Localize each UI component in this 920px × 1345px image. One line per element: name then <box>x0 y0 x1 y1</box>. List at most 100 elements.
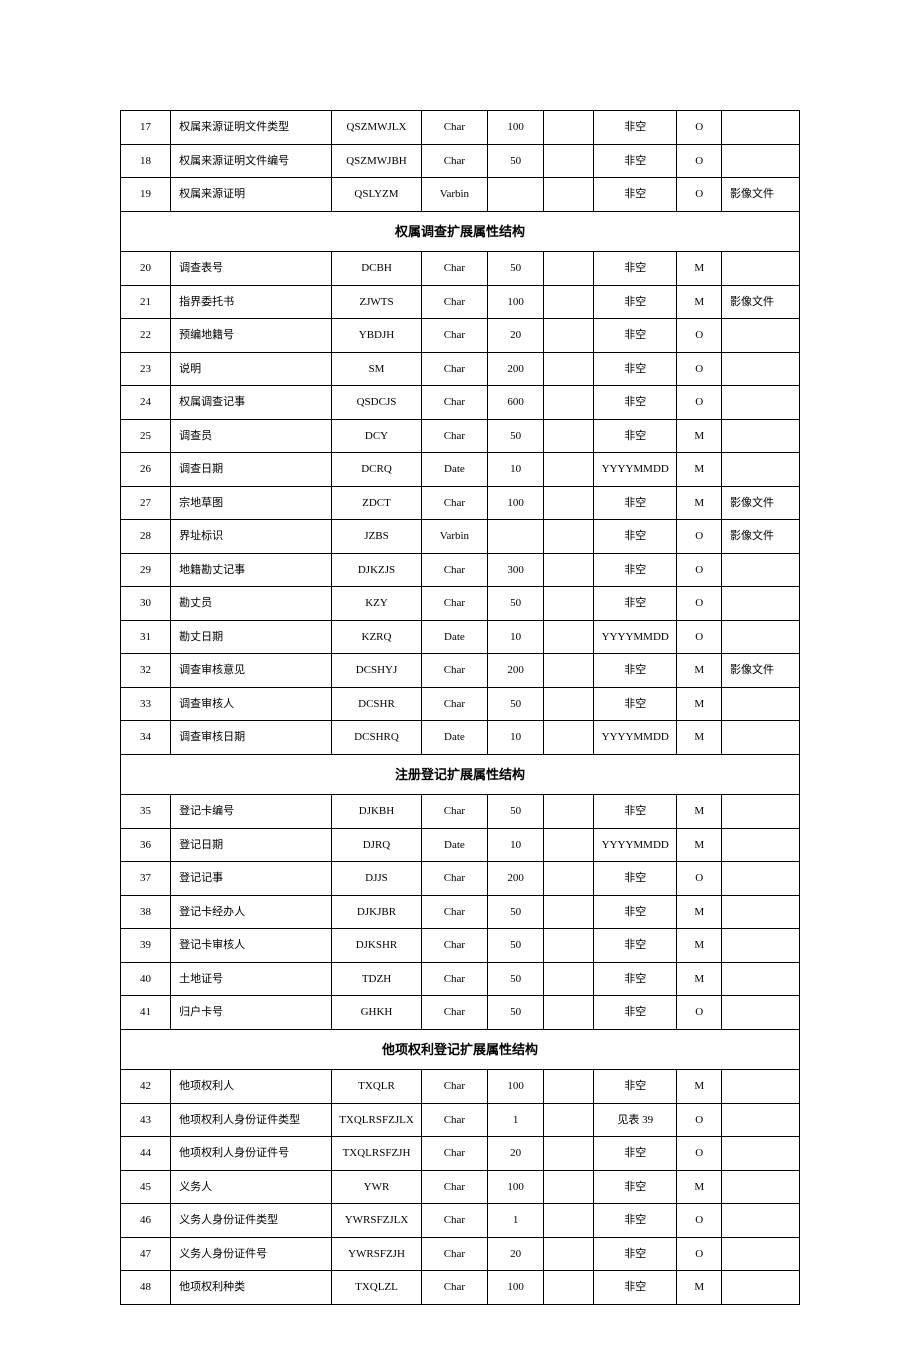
cell-note <box>722 319 800 353</box>
cell-len: 100 <box>488 486 544 520</box>
cell-code: YBDJH <box>332 319 421 353</box>
cell-col5 <box>543 828 593 862</box>
cell-name: 权属来源证明文件类型 <box>171 111 332 145</box>
cell-len: 50 <box>488 962 544 996</box>
cell-len: 200 <box>488 654 544 688</box>
cell-col5 <box>543 144 593 178</box>
cell-name: 勘丈日期 <box>171 620 332 654</box>
cell-seq: 17 <box>121 111 171 145</box>
cell-name: 登记卡经办人 <box>171 895 332 929</box>
cell-req: M <box>677 486 722 520</box>
cell-len: 50 <box>488 895 544 929</box>
cell-note <box>722 111 800 145</box>
section-header-row: 权属调查扩展属性结构 <box>121 211 800 252</box>
cell-type: Char <box>421 386 488 420</box>
cell-seq: 43 <box>121 1103 171 1137</box>
cell-note: 影像文件 <box>722 178 800 212</box>
cell-len: 100 <box>488 111 544 145</box>
cell-len: 100 <box>488 1170 544 1204</box>
cell-constraint: 非空 <box>594 252 677 286</box>
cell-req: O <box>677 144 722 178</box>
cell-note <box>722 929 800 963</box>
cell-req: O <box>677 862 722 896</box>
table-row: 40土地证号TDZHChar50非空M <box>121 962 800 996</box>
cell-col5 <box>543 620 593 654</box>
cell-name: 说明 <box>171 352 332 386</box>
cell-code: KZY <box>332 587 421 621</box>
cell-req: O <box>677 620 722 654</box>
cell-req: O <box>677 178 722 212</box>
cell-name: 界址标识 <box>171 520 332 554</box>
cell-col5 <box>543 319 593 353</box>
cell-type: Char <box>421 419 488 453</box>
cell-constraint: 非空 <box>594 587 677 621</box>
cell-name: 义务人身份证件号 <box>171 1237 332 1271</box>
table-row: 21指界委托书ZJWTSChar100非空M影像文件 <box>121 285 800 319</box>
table-row: 38登记卡经办人DJKJBRChar50非空M <box>121 895 800 929</box>
cell-req: M <box>677 828 722 862</box>
cell-constraint: 非空 <box>594 1137 677 1171</box>
cell-code: DCY <box>332 419 421 453</box>
cell-req: O <box>677 553 722 587</box>
cell-name: 土地证号 <box>171 962 332 996</box>
cell-name: 调查日期 <box>171 453 332 487</box>
cell-name: 指界委托书 <box>171 285 332 319</box>
cell-len: 50 <box>488 929 544 963</box>
cell-type: Char <box>421 1070 488 1104</box>
cell-col5 <box>543 962 593 996</box>
cell-note <box>722 962 800 996</box>
cell-seq: 39 <box>121 929 171 963</box>
cell-code: YWRSFZJH <box>332 1237 421 1271</box>
cell-note: 影像文件 <box>722 486 800 520</box>
cell-seq: 24 <box>121 386 171 420</box>
section-header: 他项权利登记扩展属性结构 <box>121 1029 800 1070</box>
cell-req: O <box>677 1137 722 1171</box>
cell-type: Char <box>421 285 488 319</box>
cell-seq: 31 <box>121 620 171 654</box>
cell-name: 调查审核意见 <box>171 654 332 688</box>
cell-len: 50 <box>488 144 544 178</box>
cell-name: 调查审核人 <box>171 687 332 721</box>
cell-len: 1 <box>488 1204 544 1238</box>
cell-len: 10 <box>488 828 544 862</box>
cell-seq: 22 <box>121 319 171 353</box>
table-row: 30勘丈员KZYChar50非空O <box>121 587 800 621</box>
table-row: 17权属来源证明文件类型QSZMWJLXChar100非空O <box>121 111 800 145</box>
cell-req: M <box>677 687 722 721</box>
cell-len: 100 <box>488 1271 544 1305</box>
cell-req: M <box>677 1070 722 1104</box>
cell-code: QSZMWJLX <box>332 111 421 145</box>
cell-code: QSZMWJBH <box>332 144 421 178</box>
cell-constraint: 见表 39 <box>594 1103 677 1137</box>
cell-code: YWR <box>332 1170 421 1204</box>
cell-col5 <box>543 587 593 621</box>
cell-note <box>722 252 800 286</box>
cell-name: 登记卡审核人 <box>171 929 332 963</box>
cell-req: M <box>677 453 722 487</box>
cell-note <box>722 1070 800 1104</box>
cell-constraint: 非空 <box>594 1271 677 1305</box>
cell-note <box>722 1137 800 1171</box>
cell-len <box>488 178 544 212</box>
table-row: 37登记记事DJJSChar200非空O <box>121 862 800 896</box>
cell-col5 <box>543 895 593 929</box>
cell-constraint: 非空 <box>594 687 677 721</box>
cell-constraint: 非空 <box>594 795 677 829</box>
cell-len: 20 <box>488 1137 544 1171</box>
cell-code: QSLYZM <box>332 178 421 212</box>
cell-type: Date <box>421 828 488 862</box>
cell-note <box>722 620 800 654</box>
cell-note <box>722 553 800 587</box>
cell-col5 <box>543 386 593 420</box>
cell-col5 <box>543 1070 593 1104</box>
cell-len: 50 <box>488 996 544 1030</box>
cell-req: O <box>677 386 722 420</box>
cell-type: Char <box>421 1103 488 1137</box>
cell-seq: 29 <box>121 553 171 587</box>
table-row: 39登记卡审核人DJKSHRChar50非空M <box>121 929 800 963</box>
cell-note <box>722 795 800 829</box>
cell-len: 300 <box>488 553 544 587</box>
table-row: 28界址标识JZBSVarbin非空O影像文件 <box>121 520 800 554</box>
cell-seq: 46 <box>121 1204 171 1238</box>
cell-seq: 30 <box>121 587 171 621</box>
